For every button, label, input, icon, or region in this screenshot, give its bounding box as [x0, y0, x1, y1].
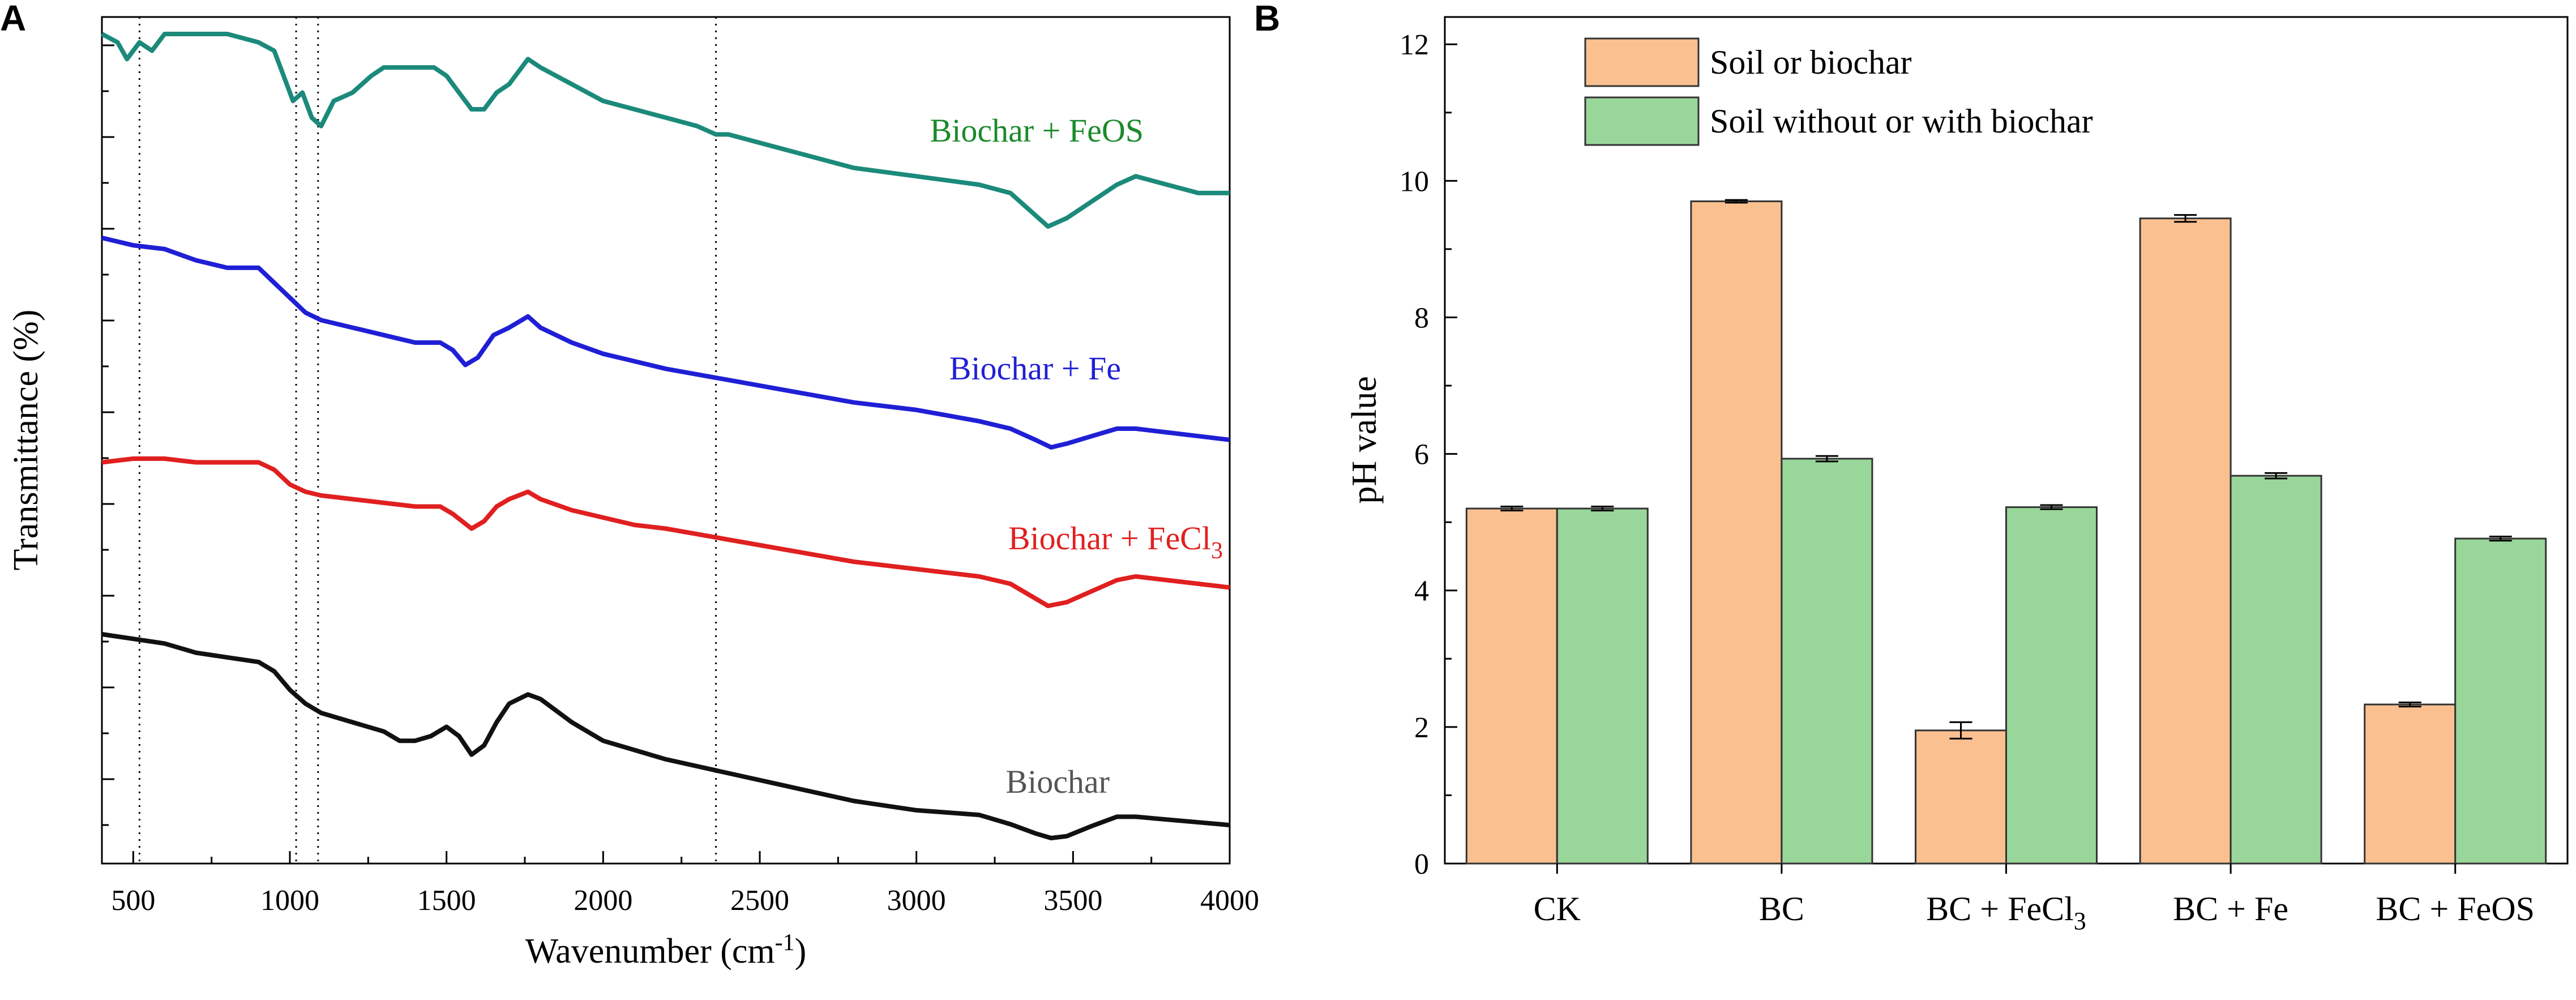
panel-b-error-bars — [1500, 199, 2512, 740]
y-tick-label-2: 2 — [1414, 712, 1429, 744]
x-tick-label-500: 500 — [111, 884, 155, 917]
error-bar-bc-fecl3-soil-or-biochar — [1949, 721, 1972, 740]
series-label-biochar: Biochar — [1005, 763, 1110, 800]
panel-b: B 0 2 4 6 8 10 12 CK BC BC + FeCl3 BC + Fe BC + Fe… — [1254, 0, 2569, 935]
panel-a-x-axis-title: Wavenumber (cm-1) — [525, 930, 807, 971]
series-label-main: Biochar + FeOS — [930, 112, 1144, 149]
category-label-main: CK — [1534, 890, 1581, 928]
series-line-biochar-fecl3 — [101, 456, 1230, 608]
category-label-bc-fe: BC + Fe — [2173, 890, 2288, 928]
error-bar-bc-fecl3-soil-without-or-with-biochar — [2040, 504, 2063, 510]
bar-bc-fe-soil-or-biochar — [2139, 217, 2232, 865]
category-label-main: BC + Fe — [2173, 890, 2288, 928]
y-tick-label-12: 12 — [1400, 29, 1429, 61]
x-tick-label-3000: 3000 — [887, 884, 946, 917]
error-bar-bc-feos-soil-without-or-with-biochar — [2489, 535, 2512, 542]
x-tick-label-1000: 1000 — [260, 884, 319, 917]
x-axis-title-unit-superscript: -1 — [775, 930, 795, 956]
panel-b-x-ticks: CK BC BC + FeCl3 BC + Fe BC + FeOS — [1534, 864, 2535, 935]
x-tick-label-2000: 2000 — [574, 884, 632, 917]
y-tick-label-0: 0 — [1414, 848, 1429, 881]
category-label-bc-fecl3: BC + FeCl3 — [1926, 890, 2086, 935]
legend-swatch-soil-or-biochar — [1584, 37, 1700, 87]
bar-ck-soil-or-biochar — [1465, 507, 1558, 865]
x-tick-label-1500: 1500 — [417, 884, 476, 917]
bar-ck-soil-without-or-with-biochar — [1556, 507, 1649, 865]
panel-a-series — [101, 32, 1230, 840]
bar-bc-feos-soil-without-or-with-biochar — [2454, 537, 2547, 865]
error-bar-bc-fe-soil-without-or-with-biochar — [2265, 472, 2288, 480]
panel-a-y-axis-title: Transmittance (%) — [7, 310, 45, 571]
series-label-biochar-fe: Biochar + Fe — [949, 350, 1121, 387]
series-label-biochar-feos: Biochar + FeOS — [930, 112, 1144, 149]
x-axis-title-unit-close: ) — [795, 932, 807, 971]
error-bar-bc-soil-without-or-with-biochar — [1815, 455, 1838, 463]
series-line-biochar — [101, 632, 1230, 840]
x-tick-label-3500: 3500 — [1043, 884, 1102, 917]
x-tick-label-2500: 2500 — [730, 884, 789, 917]
y-tick-label-10: 10 — [1400, 165, 1429, 198]
series-line-biochar-fe — [101, 236, 1230, 450]
y-tick-label-4: 4 — [1414, 575, 1429, 608]
panel-a-series-labels: Biochar + FeOS Biochar + Fe Biochar + FeCl… — [930, 112, 1223, 800]
bar-bc-fe-soil-without-or-with-biochar — [2230, 475, 2322, 865]
x-axis-title-unit: (cm — [720, 932, 774, 971]
bar-bc-fecl3-soil-or-biochar — [1915, 729, 2007, 865]
panel-b-legend: Soil or biochar Soil without or with bioc… — [1584, 37, 2093, 146]
panel-a: A 500 1000 1500 2000 2500 3000 3500 4000 Biocha… — [0, 0, 1259, 971]
category-label-bc-feos: BC + FeOS — [2376, 890, 2535, 928]
panel-a-plot-frame — [101, 16, 1231, 865]
category-label-main: BC + FeCl — [1926, 890, 2074, 928]
bar-bc-fecl3-soil-without-or-with-biochar — [2005, 506, 2098, 865]
y-tick-label-8: 8 — [1414, 302, 1429, 334]
panel-a-y-ticks — [102, 44, 114, 826]
error-bar-bc-soil-or-biochar — [1725, 199, 1748, 204]
panel-a-letter: A — [0, 0, 26, 39]
series-label-main: Biochar — [1005, 763, 1110, 800]
series-label-main: Biochar + FeCl — [1008, 520, 1211, 557]
bar-bc-soil-without-or-with-biochar — [1781, 458, 1873, 865]
category-label-subscript: 3 — [2074, 907, 2086, 935]
series-label-subscript: 3 — [1211, 538, 1223, 564]
series-line-biochar-feos — [101, 32, 1230, 229]
error-bar-bc-feos-soil-or-biochar — [2398, 701, 2421, 708]
panel-a-x-ticks: 500 1000 1500 2000 2500 3000 3500 4000 — [111, 851, 1259, 917]
error-bar-ck-soil-without-or-with-biochar — [1591, 505, 1614, 512]
x-tick-label-4000: 4000 — [1200, 884, 1259, 917]
panel-b-y-axis-title: pH value — [1345, 376, 1384, 504]
legend-swatch-soil-without-or-with-biochar — [1584, 96, 1700, 146]
category-label-ck: CK — [1534, 890, 1581, 928]
error-bar-ck-soil-or-biochar — [1500, 505, 1524, 512]
panel-b-letter: B — [1254, 0, 1280, 39]
category-label-bc: BC — [1759, 890, 1804, 928]
x-axis-title-main: Wavenumber — [525, 932, 712, 971]
bar-bc-soil-or-biochar — [1690, 200, 1783, 865]
panel-b-bars — [1465, 200, 2547, 865]
category-label-main: BC — [1759, 890, 1804, 928]
legend-label-soil-or-biochar: Soil or biochar — [1710, 44, 1912, 81]
series-label-main: Biochar + Fe — [949, 350, 1121, 387]
error-bar-bc-fe-soil-or-biochar — [2174, 214, 2197, 223]
series-label-biochar-fecl3: Biochar + FeCl3 — [1008, 520, 1223, 564]
legend-label-soil-without-or-with-biochar: Soil without or with biochar — [1710, 102, 2093, 140]
bar-bc-feos-soil-or-biochar — [2364, 703, 2457, 865]
panel-b-y-ticks: 0 2 4 6 8 10 12 — [1400, 29, 1457, 881]
y-tick-label-6: 6 — [1414, 439, 1429, 471]
category-label-main: BC + FeOS — [2376, 890, 2535, 928]
